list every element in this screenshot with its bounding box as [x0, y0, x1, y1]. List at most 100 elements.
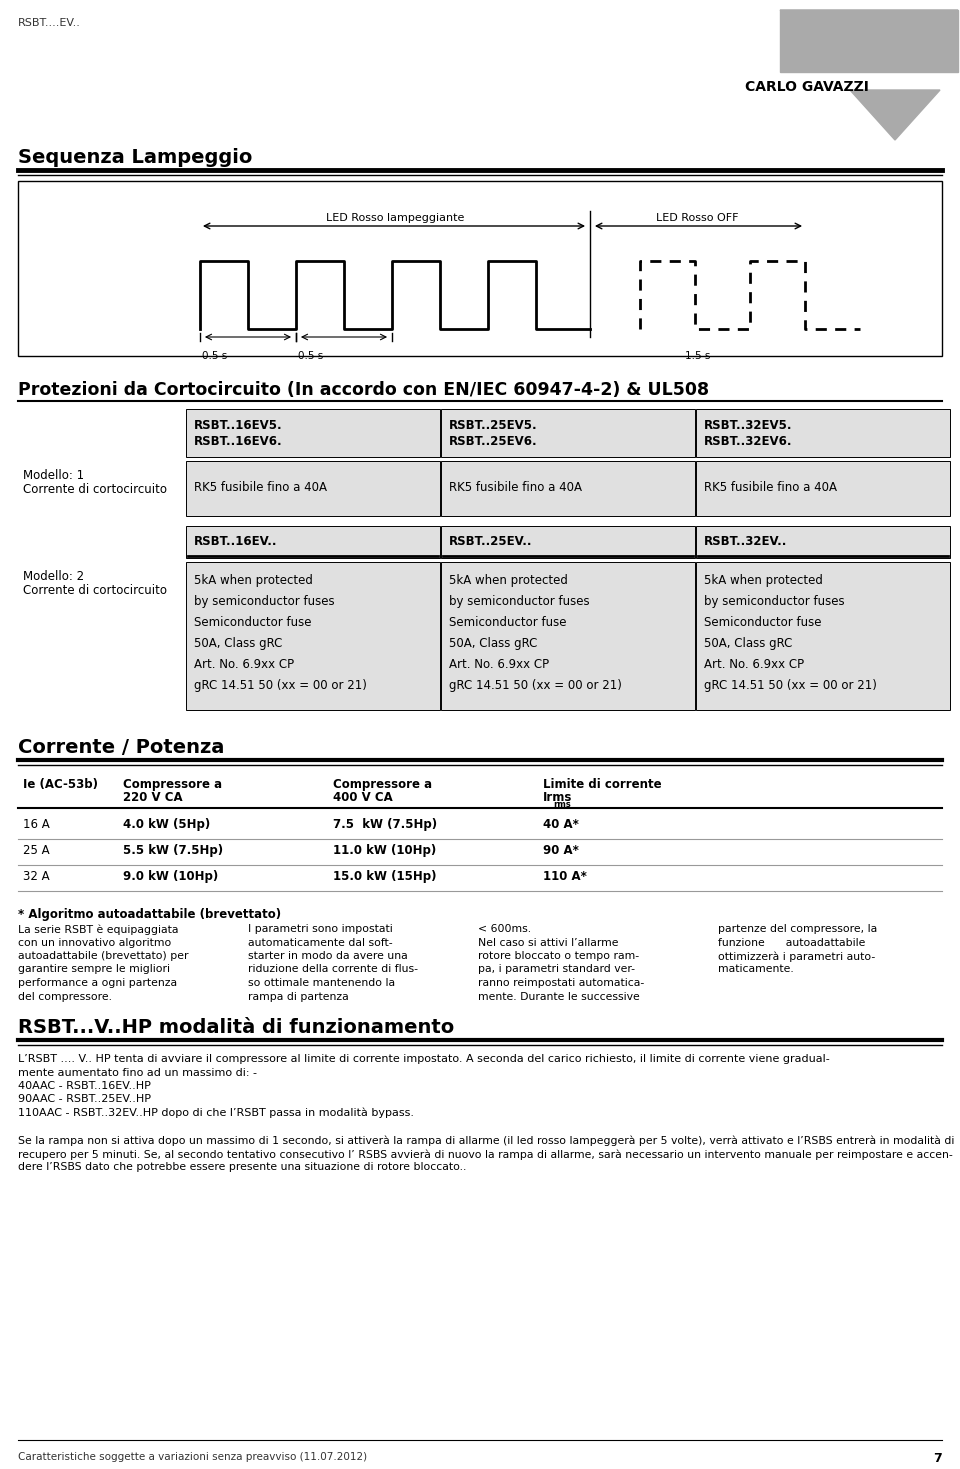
- Text: L’RSBT .... V.. HP tenta di avviare il compressore al limite di corrente imposta: L’RSBT .... V.. HP tenta di avviare il c…: [18, 1053, 829, 1064]
- Bar: [441, 408, 695, 457]
- Text: Ie (AC-53b): Ie (AC-53b): [23, 779, 98, 790]
- Text: RSBT..16EV6.: RSBT..16EV6.: [194, 435, 282, 448]
- Text: 16 A: 16 A: [23, 818, 50, 831]
- Text: Semiconductor fuse: Semiconductor fuse: [449, 616, 566, 629]
- Text: starter in modo da avere una: starter in modo da avere una: [248, 950, 408, 961]
- Text: Irms: Irms: [543, 790, 572, 804]
- Text: Art. No. 6.9xx CP: Art. No. 6.9xx CP: [449, 658, 549, 671]
- Text: 0.5 s: 0.5 s: [202, 351, 228, 361]
- Text: RSBT...V..HP modalità di funzionamento: RSBT...V..HP modalità di funzionamento: [18, 1018, 454, 1037]
- Bar: [18, 181, 942, 355]
- Text: Compressore a: Compressore a: [123, 779, 222, 790]
- Text: 5kA when protected: 5kA when protected: [704, 574, 823, 588]
- Text: 0.5 s: 0.5 s: [298, 351, 324, 361]
- Text: Compressore a: Compressore a: [333, 779, 432, 790]
- Text: Semiconductor fuse: Semiconductor fuse: [704, 616, 822, 629]
- Text: rms: rms: [553, 801, 571, 809]
- Text: ranno reimpostati automatica-: ranno reimpostati automatica-: [478, 978, 644, 989]
- Text: Modello: 1: Modello: 1: [23, 469, 84, 482]
- Bar: [441, 526, 695, 558]
- Text: 110AAC - RSBT..32EV..HP dopo di che l’RSBT passa in modalità bypass.: 110AAC - RSBT..32EV..HP dopo di che l’RS…: [18, 1108, 414, 1118]
- Text: 4.0 kW (5Hp): 4.0 kW (5Hp): [123, 818, 210, 831]
- Text: 5kA when protected: 5kA when protected: [194, 574, 313, 588]
- Text: RSBT..32EV6.: RSBT..32EV6.: [704, 435, 793, 448]
- Text: by semiconductor fuses: by semiconductor fuses: [704, 595, 845, 608]
- Text: RSBT..16EV..: RSBT..16EV..: [194, 535, 277, 548]
- Polygon shape: [780, 10, 958, 72]
- Bar: [186, 563, 440, 710]
- Text: RSBT..32EV5.: RSBT..32EV5.: [704, 419, 793, 432]
- Text: con un innovativo algoritmo: con un innovativo algoritmo: [18, 937, 171, 948]
- Text: partenze del compressore, la: partenze del compressore, la: [718, 924, 877, 934]
- Text: RK5 fusibile fino a 40A: RK5 fusibile fino a 40A: [194, 480, 327, 494]
- Text: by semiconductor fuses: by semiconductor fuses: [194, 595, 335, 608]
- Text: RSBT....EV..: RSBT....EV..: [18, 18, 81, 28]
- Text: 50A, Class gRC: 50A, Class gRC: [449, 638, 538, 649]
- Bar: [696, 563, 950, 710]
- Text: 5.5 kW (7.5Hp): 5.5 kW (7.5Hp): [123, 845, 223, 856]
- Text: I parametri sono impostati: I parametri sono impostati: [248, 924, 393, 934]
- Text: 1.5 s: 1.5 s: [684, 351, 710, 361]
- Text: Limite di corrente: Limite di corrente: [543, 779, 661, 790]
- Text: Sequenza Lampeggio: Sequenza Lampeggio: [18, 148, 252, 167]
- Text: riduzione della corrente di flus-: riduzione della corrente di flus-: [248, 965, 418, 974]
- Text: Se la rampa non si attiva dopo un massimo di 1 secondo, si attiverà la rampa di : Se la rampa non si attiva dopo un massim…: [18, 1136, 954, 1146]
- Text: RSBT..25EV5.: RSBT..25EV5.: [449, 419, 538, 432]
- Text: 50A, Class gRC: 50A, Class gRC: [194, 638, 282, 649]
- Text: Corrente di cortocircuito: Corrente di cortocircuito: [23, 585, 167, 596]
- Text: rampa di partenza: rampa di partenza: [248, 992, 348, 1002]
- Text: 5kA when protected: 5kA when protected: [449, 574, 568, 588]
- Text: 40 A*: 40 A*: [543, 818, 579, 831]
- Text: Modello: 2: Modello: 2: [23, 570, 84, 583]
- Text: 7: 7: [933, 1451, 942, 1465]
- Text: dere l’RSBS dato che potrebbe essere presente una situazione di rotore bloccato.: dere l’RSBS dato che potrebbe essere pre…: [18, 1162, 467, 1172]
- Text: Caratteristiche soggette a variazioni senza preavviso (11.07.2012): Caratteristiche soggette a variazioni se…: [18, 1451, 367, 1462]
- Bar: [441, 461, 695, 516]
- Text: * Algoritmo autoadattabile (brevettato): * Algoritmo autoadattabile (brevettato): [18, 908, 281, 921]
- Text: RSBT..25EV..: RSBT..25EV..: [449, 535, 533, 548]
- Text: RSBT..25EV6.: RSBT..25EV6.: [449, 435, 538, 448]
- Text: Corrente di cortocircuito: Corrente di cortocircuito: [23, 483, 167, 497]
- Text: gRC 14.51 50 (xx = 00 or 21): gRC 14.51 50 (xx = 00 or 21): [194, 679, 367, 692]
- Text: Art. No. 6.9xx CP: Art. No. 6.9xx CP: [704, 658, 804, 671]
- Text: 7.5  kW (7.5Hp): 7.5 kW (7.5Hp): [333, 818, 437, 831]
- Text: Nel caso si attivi l’allarme: Nel caso si attivi l’allarme: [478, 937, 618, 948]
- Text: 9.0 kW (10Hp): 9.0 kW (10Hp): [123, 870, 218, 883]
- Bar: [696, 526, 950, 558]
- Text: automaticamente dal soft-: automaticamente dal soft-: [248, 937, 393, 948]
- Bar: [696, 461, 950, 516]
- Polygon shape: [780, 10, 958, 72]
- Bar: [441, 563, 695, 710]
- Text: 90 A*: 90 A*: [543, 845, 579, 856]
- Text: performance a ogni partenza: performance a ogni partenza: [18, 978, 178, 989]
- Text: 220 V CA: 220 V CA: [123, 790, 182, 804]
- Text: pa, i parametri standard ver-: pa, i parametri standard ver-: [478, 965, 635, 974]
- Text: Semiconductor fuse: Semiconductor fuse: [194, 616, 311, 629]
- Text: mente aumentato fino ad un massimo di: -: mente aumentato fino ad un massimo di: -: [18, 1068, 257, 1077]
- Text: rotore bloccato o tempo ram-: rotore bloccato o tempo ram-: [478, 950, 639, 961]
- Text: 40AAC - RSBT..16EV..HP: 40AAC - RSBT..16EV..HP: [18, 1081, 151, 1091]
- Text: gRC 14.51 50 (xx = 00 or 21): gRC 14.51 50 (xx = 00 or 21): [704, 679, 876, 692]
- Text: recupero per 5 minuti. Se, al secondo tentativo consecutivo l’ RSBS avvierà di n: recupero per 5 minuti. Se, al secondo te…: [18, 1149, 952, 1159]
- Text: RK5 fusibile fino a 40A: RK5 fusibile fino a 40A: [704, 480, 837, 494]
- Text: 15.0 kW (15Hp): 15.0 kW (15Hp): [333, 870, 437, 883]
- Text: LED Rosso lampeggiante: LED Rosso lampeggiante: [325, 213, 465, 223]
- Text: garantire sempre le migliori: garantire sempre le migliori: [18, 965, 170, 974]
- Text: RSBT..16EV5.: RSBT..16EV5.: [194, 419, 282, 432]
- Text: Corrente / Potenza: Corrente / Potenza: [18, 737, 225, 757]
- Text: funzione      autoadattabile: funzione autoadattabile: [718, 937, 865, 948]
- Text: by semiconductor fuses: by semiconductor fuses: [449, 595, 589, 608]
- Bar: [186, 461, 440, 516]
- Text: La serie RSBT è equipaggiata: La serie RSBT è equipaggiata: [18, 924, 179, 934]
- Text: mente. Durante le successive: mente. Durante le successive: [478, 992, 639, 1002]
- Bar: [696, 408, 950, 457]
- Text: 110 A*: 110 A*: [543, 870, 587, 883]
- Text: gRC 14.51 50 (xx = 00 or 21): gRC 14.51 50 (xx = 00 or 21): [449, 679, 622, 692]
- Text: 25 A: 25 A: [23, 845, 50, 856]
- Text: maticamente.: maticamente.: [718, 965, 794, 974]
- Text: Protezioni da Cortocircuito (In accordo con EN/IEC 60947-4-2) & UL508: Protezioni da Cortocircuito (In accordo …: [18, 380, 709, 400]
- Text: 32 A: 32 A: [23, 870, 50, 883]
- Text: RSBT..32EV..: RSBT..32EV..: [704, 535, 787, 548]
- Text: 50A, Class gRC: 50A, Class gRC: [704, 638, 792, 649]
- Text: 400 V CA: 400 V CA: [333, 790, 393, 804]
